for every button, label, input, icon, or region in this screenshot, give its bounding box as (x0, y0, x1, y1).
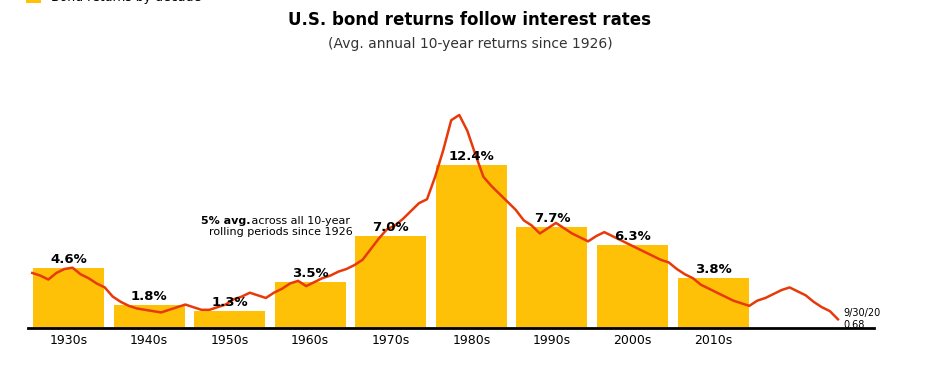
Bar (516, 227, 588, 328)
Bar (436, 165, 507, 328)
Bar (597, 245, 668, 328)
Text: 12.4%: 12.4% (448, 150, 494, 163)
Text: 7.7%: 7.7% (534, 212, 571, 225)
Text: 7.0%: 7.0% (372, 221, 409, 234)
Text: 0.68: 0.68 (843, 320, 865, 330)
Bar (114, 304, 184, 328)
Bar (195, 311, 265, 328)
Text: 6.3%: 6.3% (614, 231, 650, 243)
Text: 1.8%: 1.8% (131, 289, 167, 303)
Text: 1.3%: 1.3% (212, 296, 248, 309)
Bar (355, 236, 426, 328)
Text: 3.8%: 3.8% (695, 263, 731, 276)
Text: U.S. bond returns follow interest rates: U.S. bond returns follow interest rates (289, 11, 651, 29)
Text: 5% avg.: 5% avg. (201, 216, 251, 226)
Legend: Starting interest rates, Bond returns by decade: Starting interest rates, Bond returns by… (26, 0, 201, 4)
Text: 4.6%: 4.6% (50, 253, 86, 266)
Text: across all 10-year: across all 10-year (248, 216, 351, 226)
Bar (678, 278, 748, 328)
Text: 9/30/20: 9/30/20 (843, 308, 881, 318)
Text: (Avg. annual 10-year returns since 1926): (Avg. annual 10-year returns since 1926) (328, 37, 612, 51)
Bar (33, 268, 104, 328)
Bar (274, 282, 346, 328)
Text: rolling periods since 1926: rolling periods since 1926 (210, 228, 353, 237)
Text: 3.5%: 3.5% (292, 267, 328, 280)
